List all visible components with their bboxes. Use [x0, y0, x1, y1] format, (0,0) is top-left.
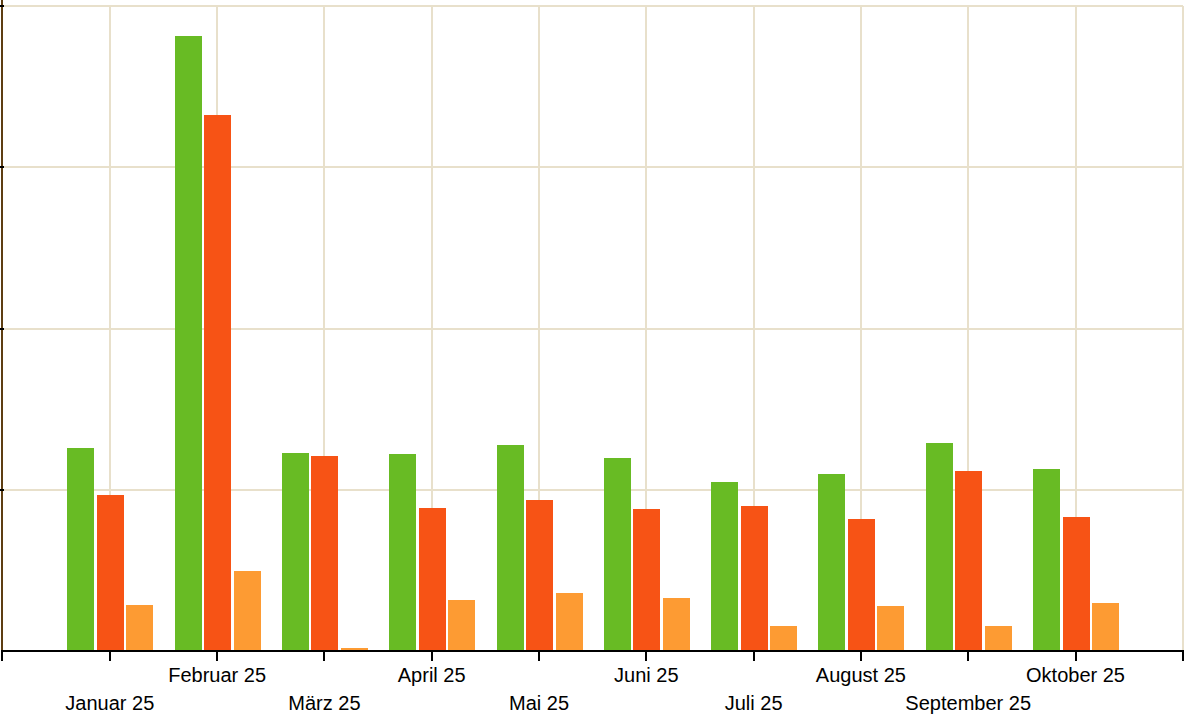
x-axis-tick [323, 652, 325, 661]
bar-red [204, 115, 231, 651]
x-axis-tick [109, 652, 111, 661]
x-axis-label: März 25 [288, 692, 360, 714]
bar-orange [770, 626, 797, 652]
bar-green [282, 453, 309, 652]
bar-orange [877, 606, 904, 651]
bar-orange [1092, 603, 1119, 651]
x-axis-tick [216, 652, 218, 661]
x-axis-tick [1075, 652, 1077, 661]
x-axis-tick [1, 652, 3, 661]
bar-orange [556, 593, 583, 651]
vertical-gridline [1182, 6, 1184, 652]
bar-green [497, 445, 524, 652]
bar-green [389, 454, 416, 651]
bar-orange [985, 626, 1012, 652]
x-axis-label: Oktober 25 [1026, 664, 1125, 686]
bar-green [711, 482, 738, 652]
y-axis-tick [0, 328, 4, 330]
x-axis-label: September 25 [905, 692, 1031, 714]
x-axis-tick [860, 652, 862, 661]
y-axis-tick [0, 166, 4, 168]
y-axis-tick [0, 5, 4, 7]
bar-green [67, 448, 94, 651]
bar-red [1063, 517, 1090, 651]
bar-red [526, 500, 553, 652]
horizontal-gridline [2, 5, 1183, 7]
x-axis-tick [645, 652, 647, 661]
bar-green [1033, 469, 1060, 651]
x-axis-label: Januar 25 [65, 692, 154, 714]
bar-orange [234, 571, 261, 652]
bar-green [818, 474, 845, 652]
bar-red [848, 519, 875, 651]
bar-red [741, 506, 768, 651]
bar-red [955, 471, 982, 652]
x-axis-tick [1182, 652, 1184, 661]
x-axis-tick [967, 652, 969, 661]
y-axis-tick [0, 489, 4, 491]
x-axis-label: Mai 25 [509, 692, 569, 714]
x-axis-line [1, 650, 1184, 652]
x-axis-label: August 25 [816, 664, 906, 686]
x-axis-label: April 25 [398, 664, 466, 686]
bar-chart: Januar 25 Februar 25 März 25 April 25 Mai 25… [0, 0, 1187, 722]
y-axis-line [1, 0, 3, 652]
x-axis-label: Juli 25 [725, 692, 783, 714]
bar-orange [126, 605, 153, 652]
bar-green [175, 36, 202, 651]
bar-red [633, 509, 660, 651]
bar-orange [663, 598, 690, 651]
bar-red [419, 508, 446, 652]
x-axis-tick [431, 652, 433, 661]
x-axis-label: Juni 25 [614, 664, 679, 686]
bar-red [311, 456, 338, 651]
x-axis-label: Februar 25 [168, 664, 266, 686]
bar-orange [448, 600, 475, 652]
bar-red [97, 495, 124, 652]
bar-green [604, 458, 631, 652]
bar-green [926, 443, 953, 651]
x-axis-tick [753, 652, 755, 661]
x-axis-tick [538, 652, 540, 661]
